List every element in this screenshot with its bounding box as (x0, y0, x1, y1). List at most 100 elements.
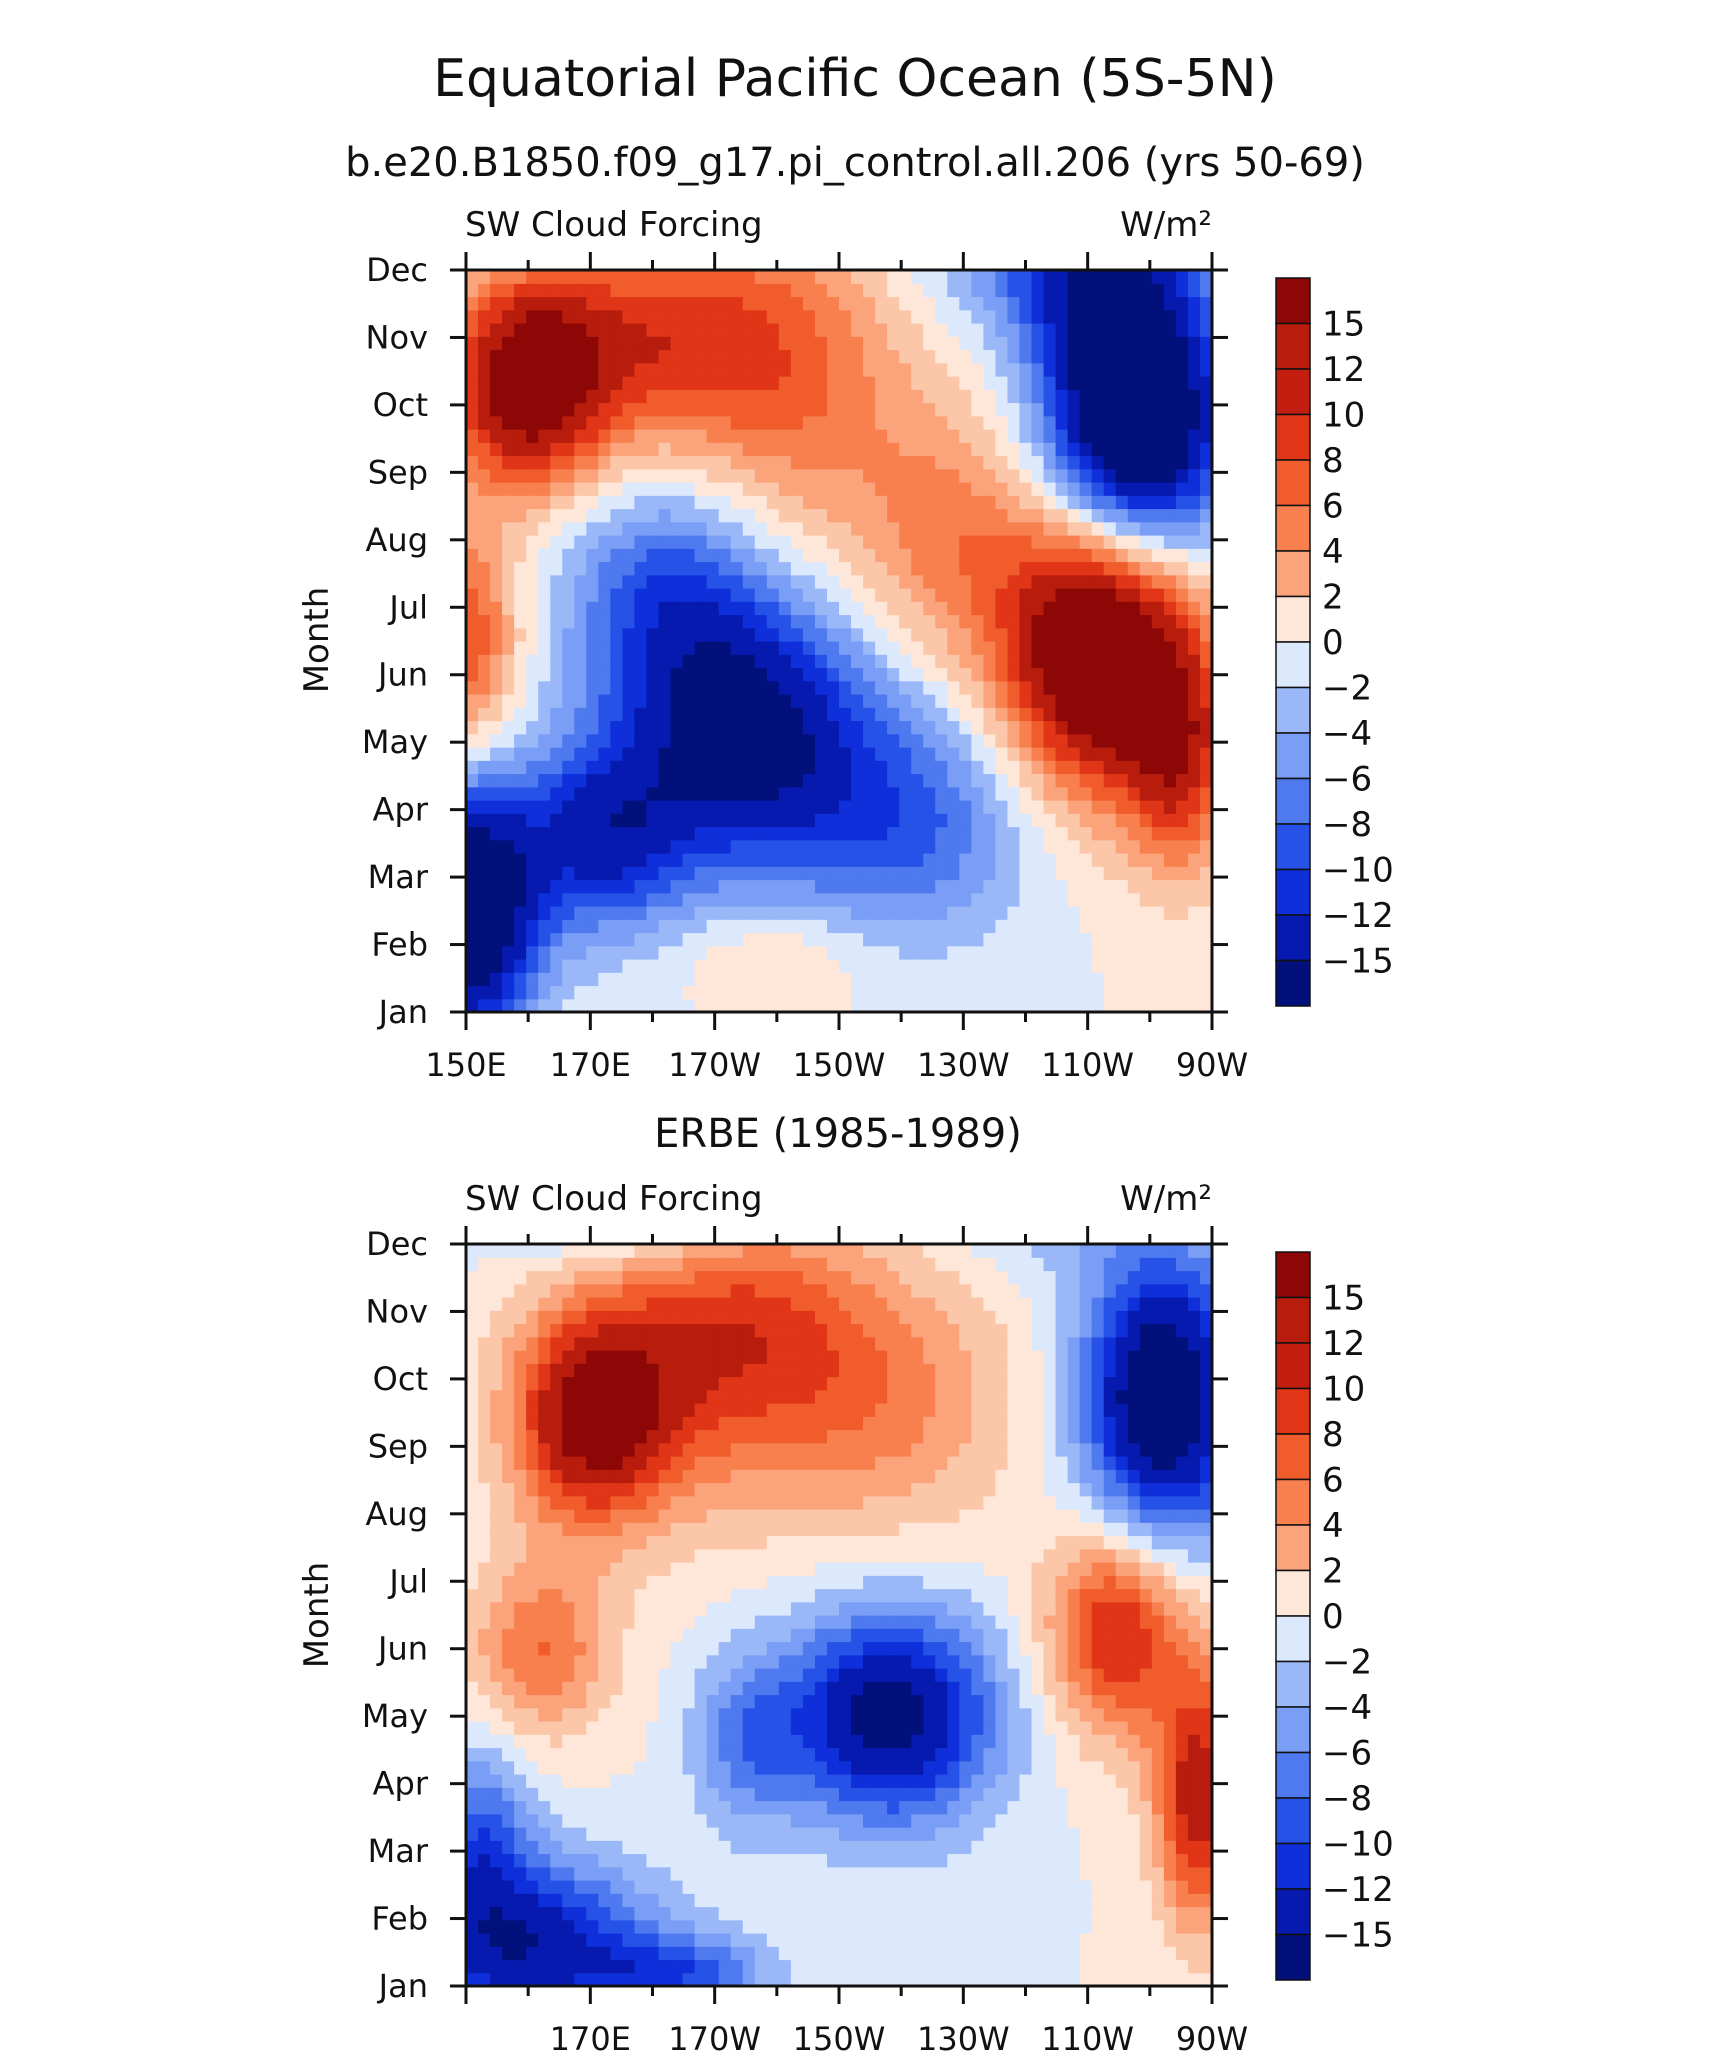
heat-cell (815, 482, 828, 496)
heat-cell (1056, 1854, 1069, 1868)
heat-cell (1056, 601, 1069, 615)
heat-cell (514, 694, 527, 708)
heat-cell (887, 747, 900, 761)
heat-cell (1116, 813, 1129, 827)
heat-cell (610, 1920, 623, 1934)
heat-cell (767, 1880, 780, 1894)
heat-cell (959, 548, 972, 562)
heat-cell (1140, 813, 1153, 827)
heat-cell (767, 1801, 780, 1815)
heat-cell (598, 628, 611, 642)
heat-cell (490, 972, 503, 986)
heat-cell (1116, 416, 1129, 430)
heat-cell (538, 707, 551, 721)
heat-cell (671, 297, 684, 311)
heat-cell (731, 403, 744, 417)
heat-cell (755, 1721, 768, 1735)
heat-cell (1164, 1840, 1177, 1854)
heat-cell (586, 310, 599, 324)
heat-cell (490, 601, 503, 615)
heat-cell (466, 548, 479, 562)
heat-cell (671, 1761, 684, 1775)
heat-cell (791, 628, 804, 642)
heat-cell (947, 416, 960, 430)
heat-cell (1080, 482, 1093, 496)
heat-cell (875, 1708, 888, 1722)
heat-cell (550, 1933, 563, 1947)
heat-cell (707, 310, 720, 324)
heat-cell (1176, 906, 1189, 920)
heat-cell (610, 906, 623, 920)
heat-cell (707, 1867, 720, 1881)
heat-cell (550, 774, 563, 788)
heat-cell (707, 694, 720, 708)
heat-cell (634, 376, 647, 390)
heat-cell (659, 456, 672, 470)
heat-cell (683, 522, 696, 536)
heat-cell (995, 1920, 1008, 1934)
heat-cell (743, 1761, 756, 1775)
heat-cell (466, 1907, 479, 1921)
heat-cell (622, 959, 635, 973)
heat-cell (1080, 800, 1093, 814)
heat-cell (959, 1960, 972, 1974)
heat-cell (719, 1787, 732, 1801)
heat-cell (574, 747, 587, 761)
heat-cell (634, 813, 647, 827)
heat-cell (1019, 880, 1032, 894)
heat-cell (803, 403, 816, 417)
heat-cell (598, 270, 611, 284)
heat-cell (622, 363, 635, 377)
heat-cell (755, 1893, 768, 1907)
heat-cell (815, 853, 828, 867)
y-tick-label: Sep (368, 453, 428, 491)
heat-cell (526, 641, 539, 655)
heat-cell (707, 562, 720, 576)
heat-cell (1092, 1907, 1105, 1921)
heat-cell (719, 297, 732, 311)
heat-cell (791, 310, 804, 324)
heat-cell (683, 628, 696, 642)
heat-cell (1104, 323, 1117, 337)
heat-cell (598, 1907, 611, 1921)
heat-cell (1068, 641, 1081, 655)
heat-cell (1164, 866, 1177, 880)
heat-cell (863, 416, 876, 430)
heat-cell (1152, 336, 1165, 350)
heat-cell (695, 1893, 708, 1907)
heat-cell (634, 575, 647, 589)
heat-cell (923, 376, 936, 390)
heat-cell (1140, 893, 1153, 907)
heat-cell (478, 972, 491, 986)
heat-cell (1080, 1880, 1093, 1894)
heat-cell (803, 456, 816, 470)
heat-cell (911, 442, 924, 456)
heat-cell (1080, 933, 1093, 947)
heat-cell (502, 1854, 515, 1868)
heat-cell (791, 1734, 804, 1748)
heat-cell (1068, 1920, 1081, 1934)
heat-cell (562, 1867, 575, 1881)
heat-cell (1056, 946, 1069, 960)
heat-cell (911, 734, 924, 748)
heat-cell (586, 641, 599, 655)
heat-cell (1080, 694, 1093, 708)
heat-cell (755, 310, 768, 324)
heat-cell (622, 297, 635, 311)
heat-cell (923, 1721, 936, 1735)
heat-cell (1056, 376, 1069, 390)
heat-cell (538, 654, 551, 668)
heat-cell (502, 323, 515, 337)
heat-cell (815, 893, 828, 907)
heat-cell (707, 482, 720, 496)
heat-cell (815, 297, 828, 311)
heat-cell (1019, 575, 1032, 589)
heat-cell (671, 1827, 684, 1841)
heat-cell (659, 1814, 672, 1828)
heat-cell (1092, 774, 1105, 788)
heat-cell (995, 469, 1008, 483)
heat-cell (779, 813, 792, 827)
heat-cell (1080, 707, 1093, 721)
heat-cell (502, 350, 515, 364)
heat-cell (803, 959, 816, 973)
